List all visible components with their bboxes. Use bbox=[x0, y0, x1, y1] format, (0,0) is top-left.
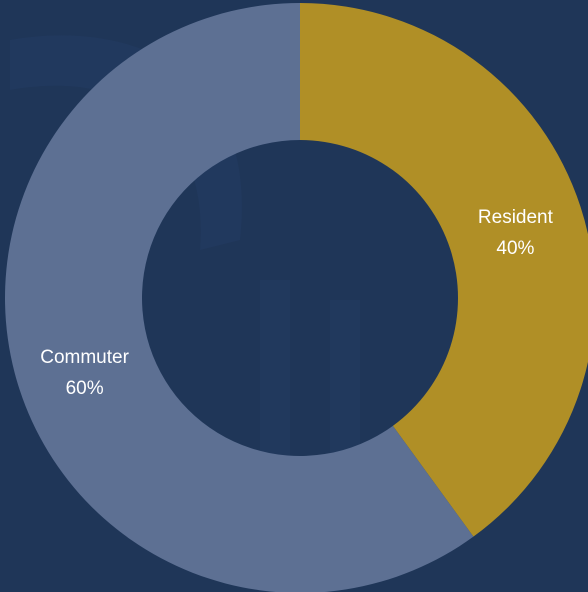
segment-label: Resident bbox=[478, 207, 554, 228]
segment-value-label: 40% bbox=[496, 238, 534, 259]
segment-label: Commuter bbox=[40, 347, 129, 368]
segment-value-label: 60% bbox=[66, 378, 104, 399]
donut-segment bbox=[5, 3, 474, 592]
donut-segment bbox=[300, 3, 588, 537]
